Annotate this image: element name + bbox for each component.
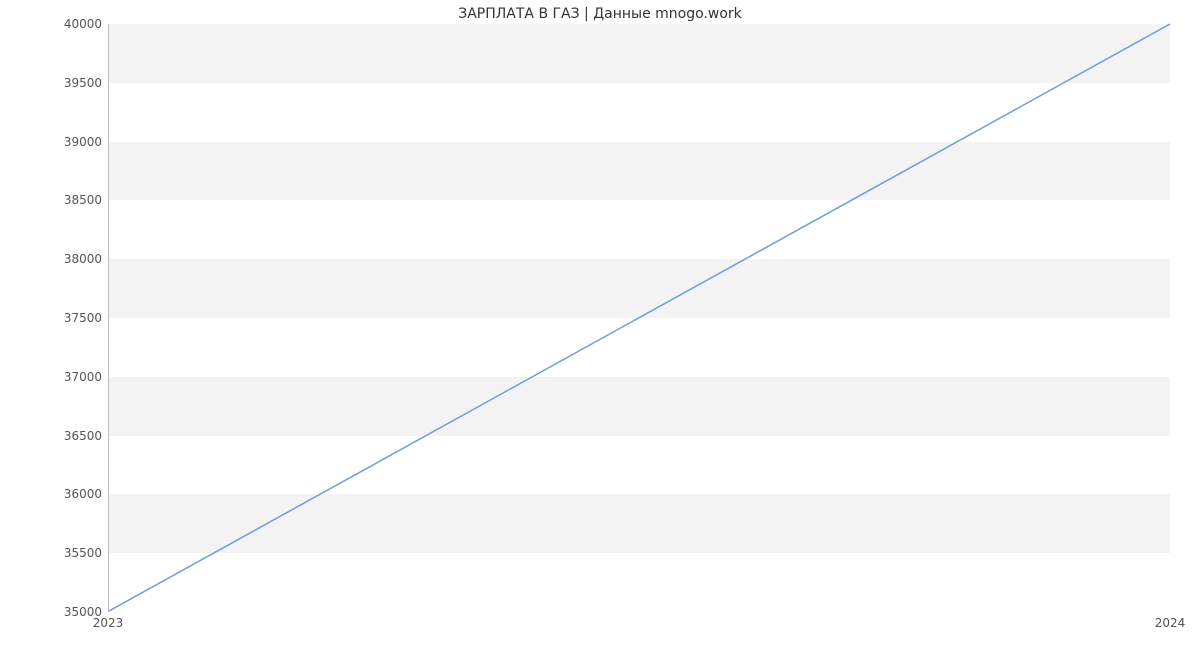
y-tick-label: 36000	[42, 487, 102, 501]
x-tick-label: 2023	[93, 616, 124, 630]
y-tick-label: 39500	[42, 76, 102, 90]
chart-title: ЗАРПЛАТА В ГАЗ | Данные mnogo.work	[0, 6, 1200, 22]
y-tick-label: 39000	[42, 135, 102, 149]
y-tick-label: 38500	[42, 193, 102, 207]
y-tick-label: 37500	[42, 311, 102, 325]
chart-line-layer	[109, 24, 1170, 611]
x-tick-label: 2024	[1155, 616, 1186, 630]
y-tick-label: 38000	[42, 252, 102, 266]
line-chart: ЗАРПЛАТА В ГАЗ | Данные mnogo.work 35000…	[0, 0, 1200, 650]
y-tick-label: 36500	[42, 429, 102, 443]
series-line	[109, 24, 1170, 611]
y-tick-label: 35500	[42, 546, 102, 560]
y-tick-label: 37000	[42, 370, 102, 384]
plot-area	[108, 24, 1170, 612]
y-tick-label: 40000	[42, 17, 102, 31]
